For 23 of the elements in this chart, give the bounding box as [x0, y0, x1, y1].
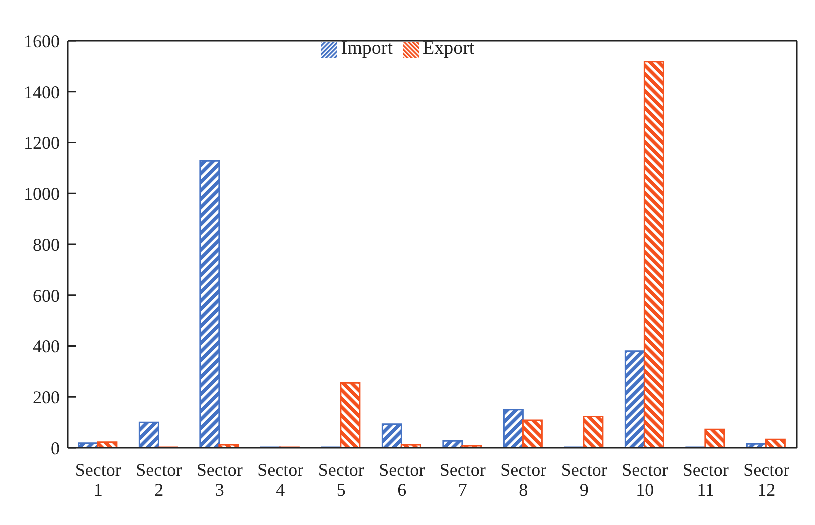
- y-tick-label: 1000: [24, 184, 60, 204]
- y-tick-label: 1200: [24, 133, 60, 154]
- y-tick-label: 400: [33, 336, 60, 357]
- x-tick-label: Sector 8: [500, 460, 547, 500]
- y-tick-label: 200: [33, 388, 60, 408]
- y-tick-label: 1400: [24, 82, 60, 102]
- x-tick-label: Sector 1: [75, 460, 122, 500]
- x-tick-label: Sector 2: [136, 460, 182, 500]
- y-tick-label: 0: [51, 438, 60, 458]
- legend-label: Export: [423, 38, 475, 59]
- y-tick-label: 600: [33, 286, 60, 306]
- x-tick-label: Sector 6: [379, 460, 426, 500]
- x-tick-label: Sector 11: [682, 460, 729, 500]
- legend-label: Import: [341, 38, 393, 59]
- x-tick-label: Sector 4: [258, 460, 304, 500]
- x-tick-label: Sector 5: [318, 460, 364, 500]
- x-tick-label: Sector 10: [622, 460, 668, 500]
- x-tick-label: Sector 9: [561, 460, 608, 500]
- x-tick-label: Sector 7: [440, 460, 486, 500]
- x-tick-label: Sector 3: [196, 460, 243, 500]
- y-tick-label: 800: [33, 234, 60, 255]
- x-tick-label: Sector 12: [744, 460, 790, 500]
- y-tick-label: 1600: [24, 31, 60, 52]
